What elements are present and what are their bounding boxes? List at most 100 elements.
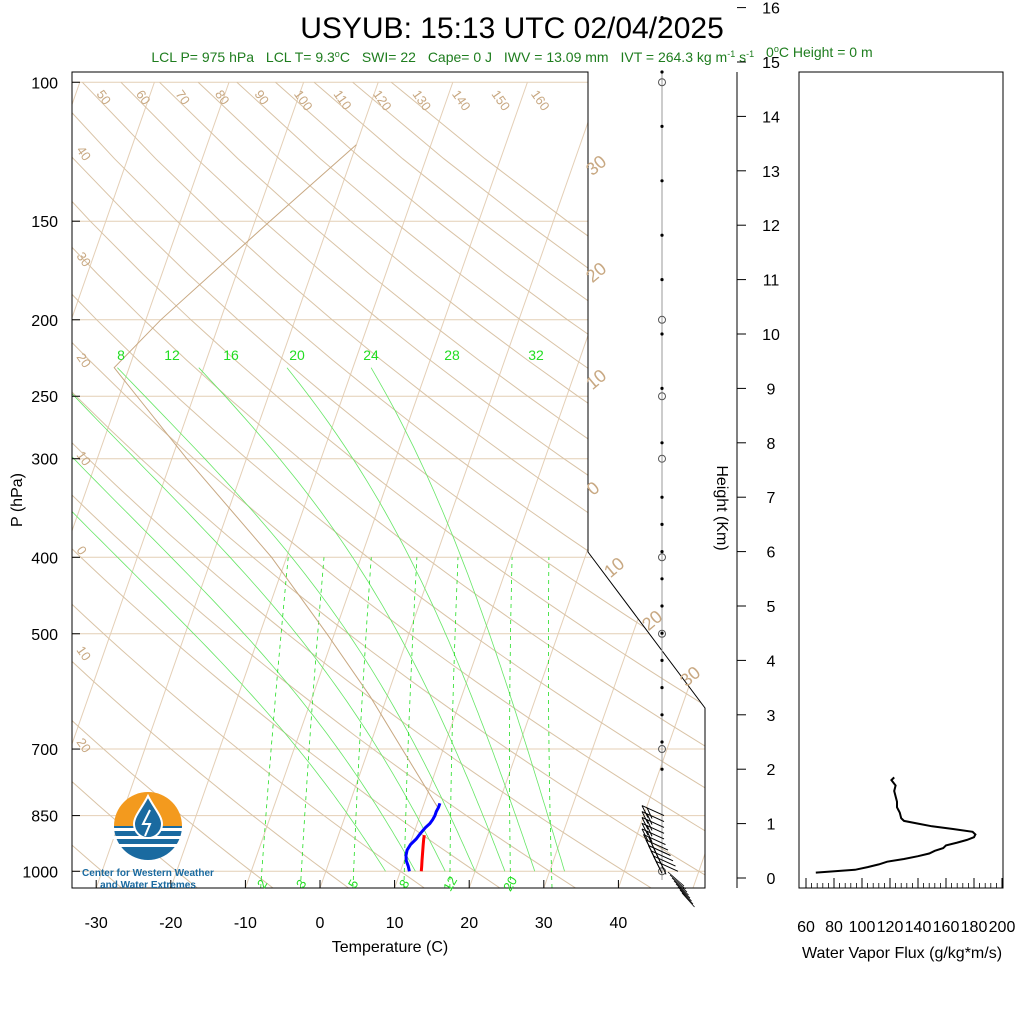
height-tick-label: 2	[767, 762, 776, 779]
flux-axis-label: Water Vapor Flux (g/kg*m/s)	[802, 945, 1002, 962]
skew-t-panel: 50 60 70 80 90 100 110 120 130 140 150 160403020100…	[0, 71, 706, 956]
wind-barb-flag	[646, 819, 653, 831]
background-lines	[0, 81, 705, 888]
p-tick-label: 1000	[22, 864, 58, 881]
flux-tick-label: 80	[825, 919, 843, 936]
surface-wind-barb	[673, 880, 689, 896]
wind-dot	[660, 577, 664, 581]
wind-dot	[660, 686, 664, 690]
x-tick-label: -20	[159, 915, 182, 932]
wind-barb-staff	[641, 805, 665, 817]
height-tick-label: 7	[767, 490, 776, 507]
p-tick-label: 400	[31, 550, 58, 567]
mixing-ratio-line	[352, 557, 372, 888]
wind-barb-flag	[646, 825, 653, 837]
isotherm-line	[319, 82, 603, 888]
flux-tick-label: 160	[933, 919, 960, 936]
wind-barb-flag	[641, 805, 649, 818]
mixing-ratio-label: 12	[440, 874, 460, 894]
height-tick-label: 15	[762, 55, 780, 72]
wind-barb-flag	[641, 828, 649, 842]
height-tick-label: 3	[767, 708, 776, 725]
x-tick-label: 10	[386, 915, 404, 932]
wind-dot	[660, 550, 664, 554]
height-tick-label: 12	[762, 218, 780, 235]
dry-adiabat-line	[197, 81, 705, 888]
dry-adiabat-line	[120, 81, 705, 888]
chart-title: USYUB: 15:13 UTC 02/04/2025	[300, 12, 724, 45]
dry-adiabat-line	[313, 81, 705, 888]
flux-tick-label: 120	[877, 919, 904, 936]
moist-adiabat-label: 24	[363, 347, 379, 363]
x-tick-label: 0	[316, 915, 325, 932]
dry-adiabat-line	[72, 82, 576, 888]
height-tick-label: 13	[762, 164, 780, 181]
dry-adiabat-line	[275, 81, 705, 888]
dry-adiabat-label: 110	[331, 87, 355, 113]
dry-adiabat-line	[82, 81, 705, 888]
wind-dot	[660, 386, 664, 390]
lcl-pressure: LCL P= 975 hPa	[151, 49, 254, 65]
height-tick-label: 8	[767, 436, 776, 453]
flux-tick-label: 100	[849, 919, 876, 936]
height-tick-label: 11	[763, 273, 780, 290]
wind-barb-staff	[648, 845, 671, 856]
dry-adiabat-line	[72, 82, 198, 888]
moist-adiabat-label: 20	[289, 347, 305, 363]
cw3e-logo: Center for Western Weather and Water Ext…	[82, 792, 214, 891]
dry-adiabat-line	[72, 82, 705, 888]
isotherm-line	[468, 82, 705, 888]
wind-dot	[660, 767, 664, 771]
wind-barb-flag	[643, 834, 650, 847]
dewpoint-profile-line	[404, 802, 442, 872]
dry-adiabat-label: 120	[370, 87, 395, 113]
dry-adiabat-left-label: 0	[74, 543, 90, 558]
isotherm-line	[72, 82, 155, 888]
wind-dot	[660, 495, 664, 499]
height-axis-label: Height (Km)	[713, 465, 730, 550]
dry-adiabat-line	[72, 82, 274, 888]
wind-dot	[660, 332, 664, 336]
height-tick-label: 14	[762, 109, 780, 126]
p-tick-label: 850	[31, 809, 58, 826]
p-tick-label: 500	[31, 627, 58, 644]
moist-adiabat-line	[72, 367, 416, 872]
wind-dot	[660, 179, 664, 183]
flux-tick-label: 60	[797, 919, 815, 936]
moist-adiabat-label: 8	[117, 347, 125, 363]
water-drop-icon	[112, 792, 184, 860]
isotherm-line	[0, 82, 5, 888]
wind-barb-flag	[646, 813, 653, 825]
isotherm-label: 20	[582, 258, 610, 286]
dry-adiabat-line	[72, 81, 705, 888]
wind-barb-staff	[653, 855, 676, 867]
flux-tick-label: 180	[961, 919, 988, 936]
dry-adiabat-line	[72, 82, 652, 888]
wind-barb-staff	[643, 834, 666, 846]
ivt-value: IVT = 264.3 kg m	[620, 49, 727, 65]
dry-adiabat-line	[72, 81, 705, 888]
dry-adiabat-left-label: 30	[74, 249, 95, 269]
dry-adiabat-label: 100	[291, 87, 316, 113]
x-tick-label: 40	[610, 915, 628, 932]
height-tick-label: 16	[762, 1, 780, 18]
flux-tick-label: 140	[905, 919, 932, 936]
wind-dot	[660, 278, 664, 282]
swi-value: SWI= 22	[362, 49, 416, 65]
x-tick-label: -30	[85, 915, 108, 932]
dry-adiabat-left-label: 20	[74, 350, 95, 370]
logo-line-2: and Water Extremes	[100, 880, 196, 891]
sounding-profiles	[113, 144, 442, 872]
moist-adiabat-label: 12	[164, 347, 180, 363]
calm-wind-circle	[658, 392, 666, 401]
p-tick-label: 250	[31, 389, 58, 406]
wind-barb-flag	[646, 807, 653, 819]
surface-wind-barb	[677, 886, 692, 902]
calm-wind-circle	[658, 867, 666, 876]
dry-adiabat-label: 140	[449, 87, 474, 113]
height-tick-label: 0	[767, 871, 776, 888]
wind-dot	[660, 631, 664, 635]
dry-adiabat-line	[72, 81, 705, 888]
parcel-path-line	[113, 144, 439, 808]
